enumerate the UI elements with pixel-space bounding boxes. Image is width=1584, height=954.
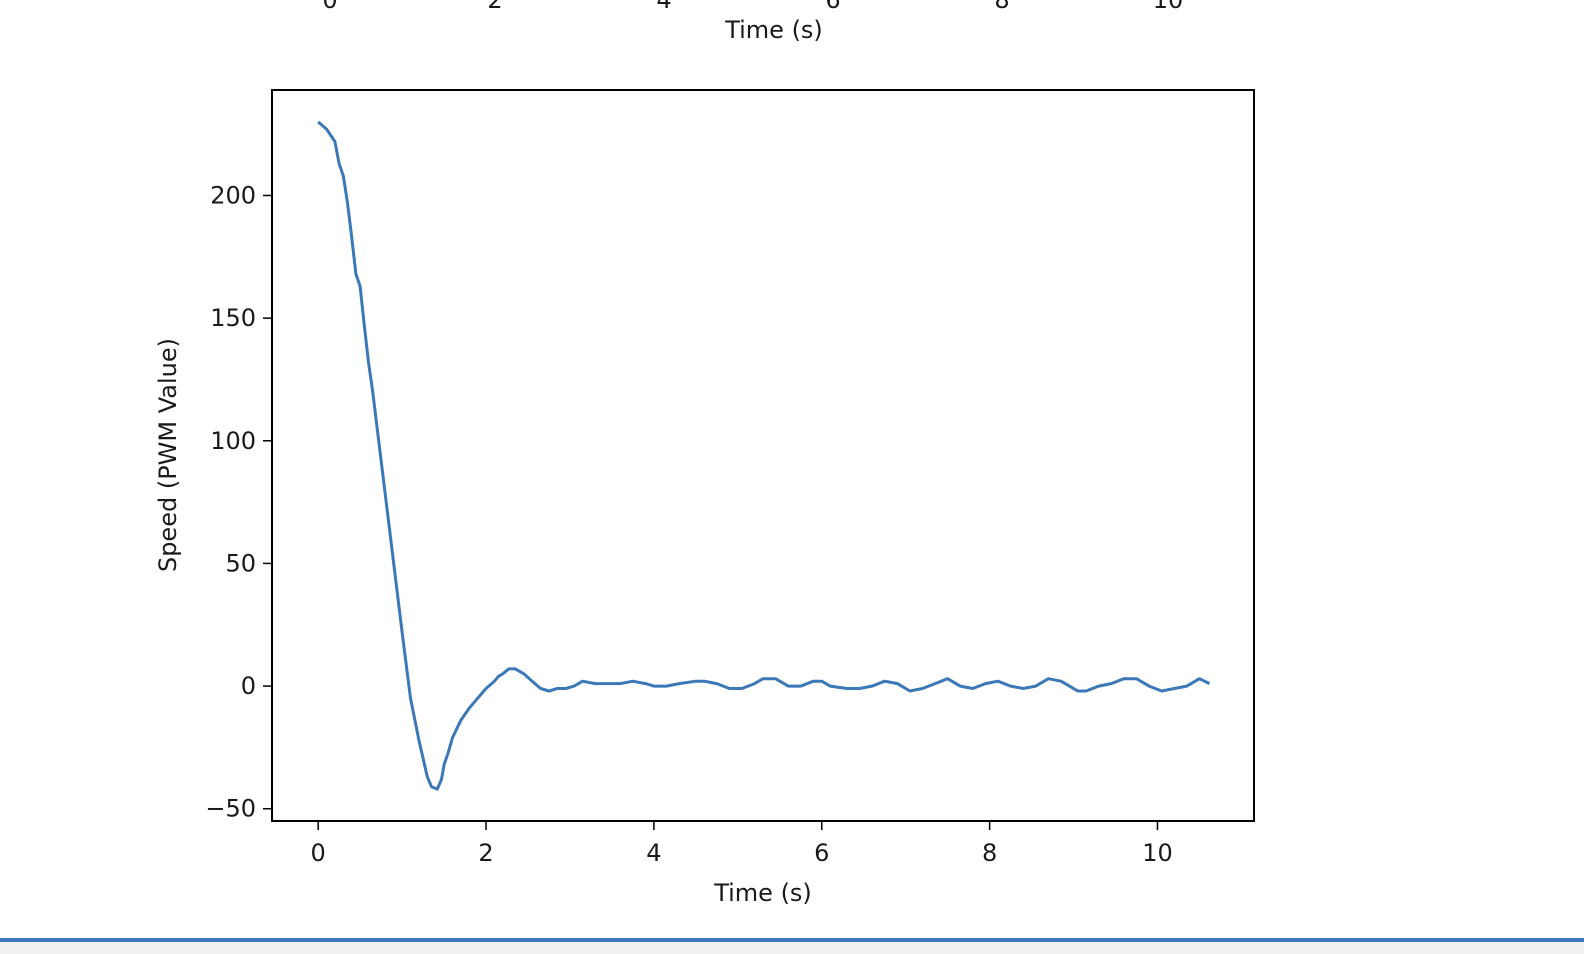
previous-plot-tick-label: 4 (656, 0, 671, 10)
y-tick-label: −50 (205, 795, 256, 823)
x-tick-label: 4 (646, 839, 661, 867)
plot-area-frame (271, 89, 1255, 822)
x-axis-label: Time (s) (713, 879, 812, 907)
x-tick-label: 10 (1142, 839, 1173, 867)
x-tick-label: 6 (814, 839, 829, 867)
x-tick-label: 2 (478, 839, 493, 867)
x-axis-ticks: 0 2 4 6 8 10 (311, 821, 1173, 867)
x-tick-label: 8 (982, 839, 997, 867)
y-tick-label: 0 (241, 672, 256, 700)
previous-plot-x-axis-label: Time (s) (725, 16, 823, 44)
window-bottom-strip (0, 942, 1584, 954)
previous-plot-tick-label: 8 (994, 0, 1009, 10)
previous-plot-tick-label: 0 (322, 0, 337, 10)
speed-series-line (317, 120, 1211, 791)
previous-plot-tick-label: 10 (1153, 0, 1184, 10)
window-bottom-border (0, 938, 1584, 942)
y-axis-ticks: −50 0 50 100 150 200 (205, 181, 272, 823)
y-tick-label: 50 (225, 549, 256, 577)
y-tick-label: 150 (210, 304, 256, 332)
x-tick-label: 0 (311, 839, 326, 867)
previous-plot-tick-labels: 0 2 4 6 8 10 (0, 0, 1584, 10)
previous-plot-tick-label: 6 (825, 0, 840, 10)
y-tick-label: 200 (210, 181, 256, 209)
y-tick-label: 100 (210, 427, 256, 455)
previous-plot-tick-label: 2 (487, 0, 502, 10)
y-axis-label: Speed (PWM Value) (154, 338, 182, 572)
